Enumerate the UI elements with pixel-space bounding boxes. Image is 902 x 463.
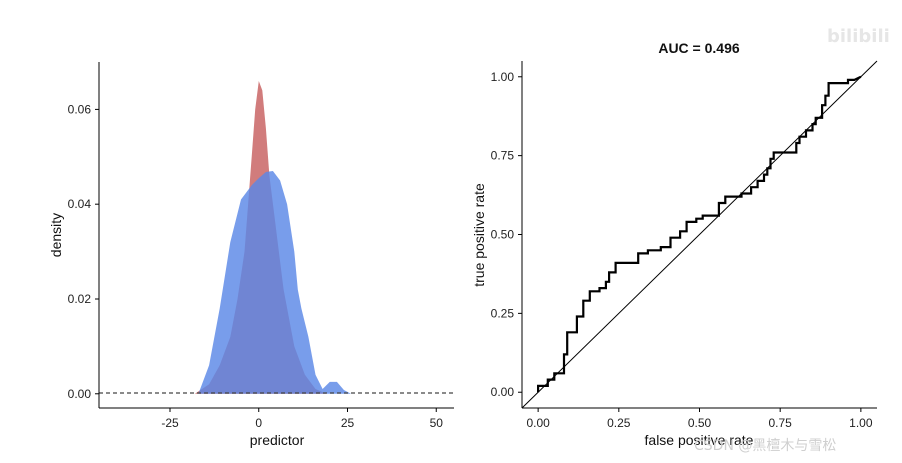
roc-x-ticks: 0.00 0.25 0.50 0.75 1.00 [526,408,873,430]
roc-y-tick-label: 0.75 [491,149,515,163]
density-x-tick-label: -25 [161,416,179,430]
density-y-axis-label: density [48,213,64,257]
roc-x-tick-label: 0.75 [769,416,793,430]
roc-y-tick-label: 1.00 [491,70,515,84]
density-y-tick-label: 0.00 [68,387,92,401]
density-y-tick-label: 0.04 [68,197,92,211]
roc-diagonal-reference [521,60,878,409]
density-x-tick-label: 0 [255,416,262,430]
density-areas [194,81,351,394]
roc-y-tick-label: 0.50 [491,228,515,242]
roc-curve [537,75,862,393]
roc-x-axis-label: false positive rate [645,432,754,448]
csdn-watermark: CSDN @黑檀木与雪松 [694,437,836,454]
roc-panel: AUC = 0.496 0.00 0.25 0.50 0.75 1.00 0.00 0.2… [471,40,878,448]
density-area-2 [198,171,351,394]
roc-x-tick-label: 0.00 [526,416,550,430]
density-x-tick-label: 50 [430,416,444,430]
density-x-ticks: -25 0 25 50 [161,408,443,430]
roc-x-tick-label: 0.50 [688,416,712,430]
roc-y-tick-label: 0.25 [491,306,515,320]
roc-y-axis-label: true positive rate [471,183,487,287]
density-y-tick-label: 0.02 [68,292,92,306]
roc-title: AUC = 0.496 [658,40,740,56]
density-x-tick-label: 25 [341,416,355,430]
bilibili-watermark: bilibili [827,26,890,47]
roc-y-tick-label: 0.00 [491,385,515,399]
density-x-axis-label: predictor [250,432,305,448]
density-panel: 0.00 0.02 0.04 0.06 -25 0 25 50 predictor dens… [48,62,454,448]
roc-x-tick-label: 0.25 [607,416,631,430]
density-y-tick-label: 0.06 [68,102,92,116]
roc-x-tick-label: 1.00 [849,416,873,430]
density-y-ticks: 0.00 0.02 0.04 0.06 [68,102,99,401]
roc-y-ticks: 0.00 0.25 0.50 0.75 1.00 [491,70,522,399]
